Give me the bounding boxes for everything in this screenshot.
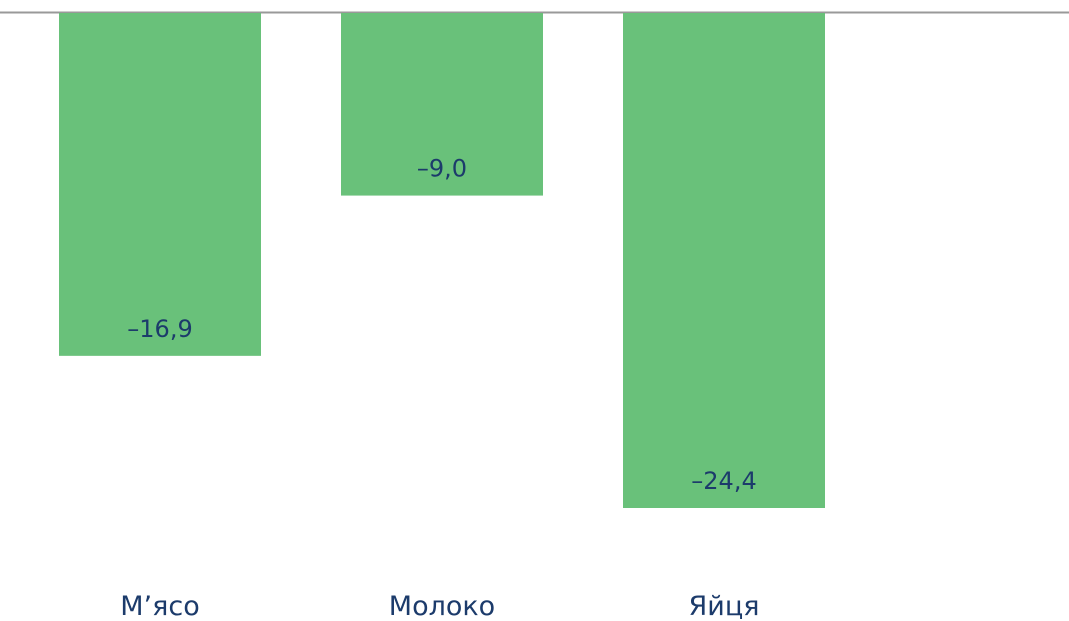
- bars-group: [59, 13, 825, 508]
- category-label: Яйця: [689, 591, 760, 621]
- bar: [341, 13, 543, 196]
- category-label: М’ясо: [120, 591, 199, 621]
- data-label: –16,9: [127, 315, 192, 343]
- data-label: –9,0: [417, 155, 467, 183]
- category-label: Молоко: [389, 591, 495, 621]
- bar: [59, 13, 261, 356]
- bar: [623, 13, 825, 508]
- data-label: –24,4: [691, 467, 756, 495]
- value-labels-group: –16,9 –9,0 –24,4: [127, 155, 756, 495]
- category-labels-group: М’ясо Молоко Яйця: [120, 591, 759, 621]
